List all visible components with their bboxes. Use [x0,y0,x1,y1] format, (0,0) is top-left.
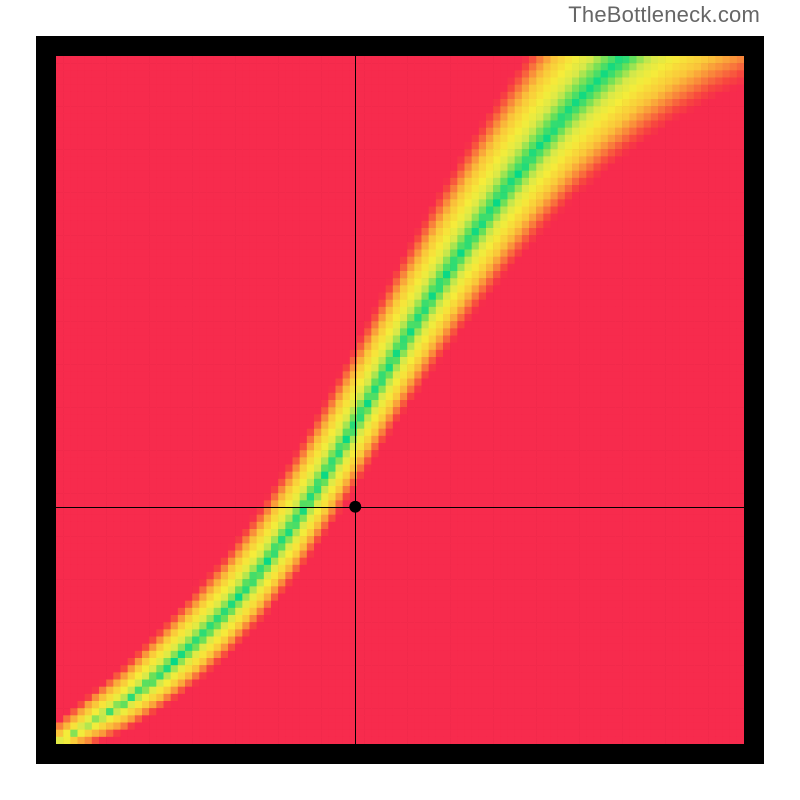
chart-wrap: TheBottleneck.com [0,0,800,800]
heatmap-canvas [56,56,744,744]
watermark-text: TheBottleneck.com [568,2,760,28]
